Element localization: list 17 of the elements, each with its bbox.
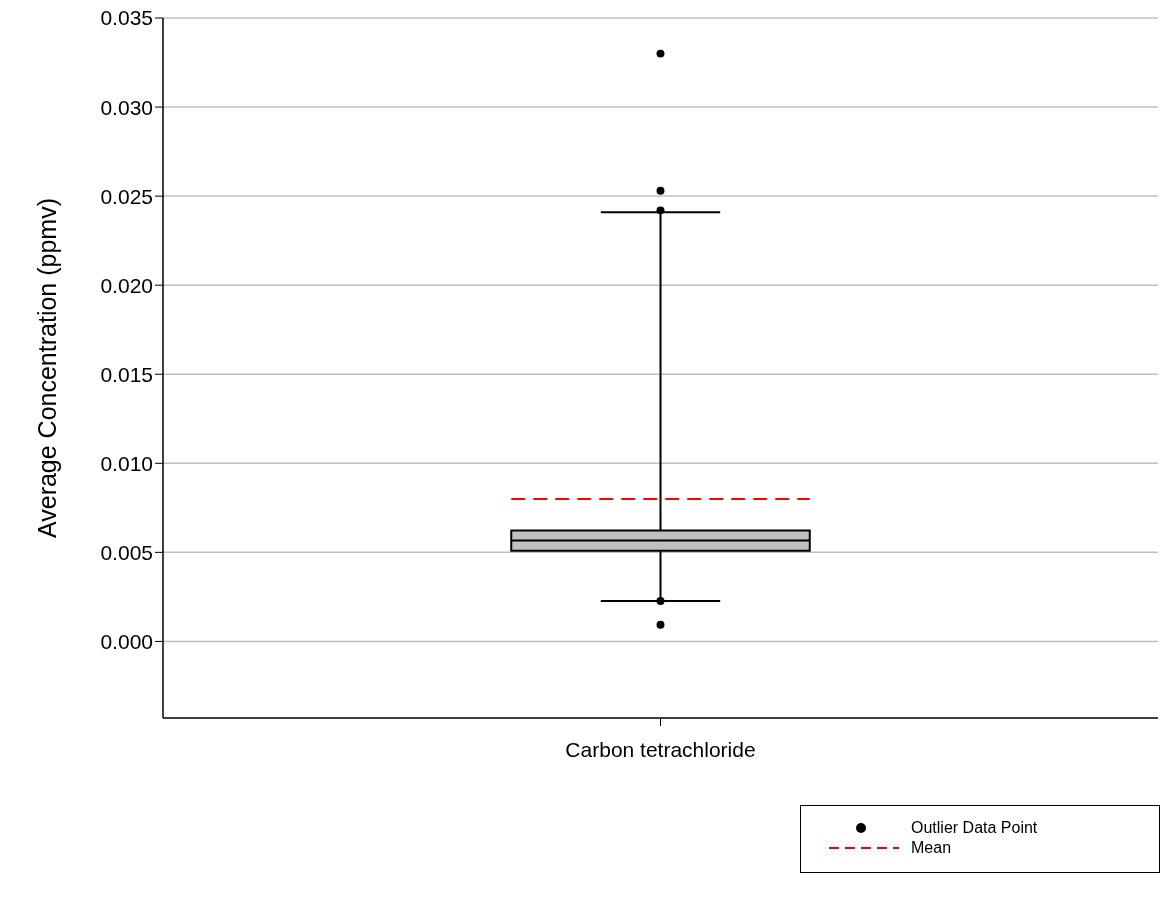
y-tick-label: 0.005	[100, 540, 153, 564]
text: Outlier Data Point	[911, 819, 1038, 837]
x-tick-label: Carbon tetrachloride	[565, 737, 756, 761]
y-tick-label: 0.000	[100, 629, 153, 653]
y-tick-label: 0.010	[100, 451, 153, 475]
y-tick-label: 0.015	[100, 362, 153, 386]
y-tick-label: 0.035	[100, 6, 153, 30]
y-tick-label: 0.020	[100, 273, 153, 297]
legend-label: Mean	[911, 839, 952, 857]
y-axis-title: Average Concentration (ppmv)	[32, 198, 61, 538]
point	[656, 597, 665, 605]
point	[656, 620, 665, 629]
y-tick-label: 0.025	[100, 184, 153, 208]
point	[656, 206, 665, 215]
point	[656, 186, 665, 195]
point	[656, 49, 665, 58]
y-tick-label: 0.030	[100, 95, 153, 119]
